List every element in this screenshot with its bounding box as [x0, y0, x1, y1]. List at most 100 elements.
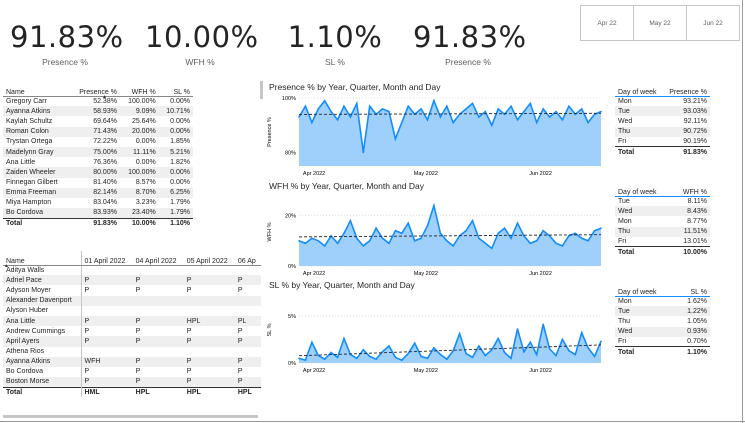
dow-row[interactable]: Thu 90.72%	[615, 126, 710, 137]
data-point[interactable]	[542, 323, 544, 326]
data-point[interactable]	[516, 328, 519, 330]
matrix-row[interactable]: Adriel Pace P P P P	[3, 275, 261, 286]
data-point[interactable]	[510, 237, 512, 240]
data-point[interactable]	[336, 356, 339, 359]
matrix-col-date-3[interactable]: 05 April 2022	[183, 251, 235, 266]
col-presence[interactable]: Presence %	[69, 82, 120, 97]
col-sl[interactable]: SL %	[158, 82, 193, 97]
dow-row[interactable]: Wed 8.43%	[615, 206, 710, 217]
data-point[interactable]	[555, 242, 557, 245]
data-point[interactable]	[580, 237, 583, 240]
data-point[interactable]	[336, 119, 339, 121]
data-point[interactable]	[388, 242, 390, 245]
data-point[interactable]	[413, 240, 416, 242]
dow-col-presence[interactable]: Presence %	[662, 82, 710, 97]
data-point[interactable]	[407, 105, 409, 107]
data-point[interactable]	[529, 102, 532, 105]
data-point[interactable]	[529, 242, 532, 245]
data-point[interactable]	[523, 350, 525, 353]
data-point[interactable]	[426, 224, 429, 227]
data-point[interactable]	[394, 138, 397, 140]
data-point[interactable]	[304, 105, 307, 107]
matrix-row[interactable]: Bo Cordova P P P P	[3, 366, 261, 378]
data-point[interactable]	[298, 357, 300, 360]
data-point[interactable]	[343, 337, 345, 340]
data-point[interactable]	[535, 240, 538, 242]
data-point[interactable]	[420, 237, 422, 240]
data-point[interactable]	[362, 151, 365, 154]
data-point[interactable]	[426, 119, 429, 121]
dow-row[interactable]: Wed 0.93%	[615, 326, 710, 337]
data-point[interactable]	[368, 240, 371, 242]
data-point[interactable]	[568, 349, 570, 352]
data-point[interactable]	[317, 354, 320, 357]
data-point[interactable]	[516, 222, 519, 224]
matrix-col-date-2[interactable]: 04 April 2022	[132, 251, 184, 266]
data-point[interactable]	[465, 108, 467, 110]
matrix-row[interactable]: Alyson Huber	[3, 305, 261, 316]
data-point[interactable]	[388, 110, 390, 113]
data-point[interactable]	[535, 121, 538, 124]
data-point[interactable]	[484, 354, 487, 357]
data-point[interactable]	[478, 237, 480, 240]
data-point[interactable]	[375, 227, 377, 229]
data-point[interactable]	[587, 347, 589, 349]
data-point[interactable]	[491, 349, 493, 351]
matrix-col-name[interactable]: Name	[3, 251, 81, 266]
data-point[interactable]	[336, 242, 339, 245]
table-row[interactable]: Miya Hampton 83.04% 3.23% 1.79%	[3, 198, 193, 208]
data-point[interactable]	[349, 219, 352, 222]
dow-col-day[interactable]: Day of week	[615, 282, 676, 297]
data-point[interactable]	[298, 240, 300, 242]
data-point[interactable]	[439, 353, 442, 356]
dow-row[interactable]: Fri 90.19%	[615, 137, 710, 147]
dow-row[interactable]: Fri 13.01%	[615, 237, 710, 247]
data-point[interactable]	[561, 119, 564, 121]
data-point[interactable]	[298, 116, 300, 118]
data-point[interactable]	[317, 108, 320, 110]
data-point[interactable]	[323, 99, 326, 102]
table-row[interactable]: Emma Freeman 82.14% 8.70% 6.25%	[3, 187, 193, 198]
data-point[interactable]	[503, 227, 506, 229]
data-point[interactable]	[407, 222, 409, 224]
data-point[interactable]	[542, 229, 544, 232]
data-point[interactable]	[381, 108, 384, 110]
col-name[interactable]: Name	[3, 82, 70, 97]
matrix-row[interactable]: Alexander Davenport	[3, 295, 261, 306]
data-point[interactable]	[484, 110, 487, 113]
data-point[interactable]	[471, 102, 474, 105]
matrix-scrollbar[interactable]	[3, 415, 258, 418]
data-point[interactable]	[497, 232, 499, 235]
data-point[interactable]	[401, 232, 403, 235]
data-point[interactable]	[574, 353, 577, 356]
data-point[interactable]	[368, 355, 371, 358]
data-point[interactable]	[433, 347, 435, 349]
data-point[interactable]	[362, 245, 365, 247]
data-point[interactable]	[381, 350, 384, 353]
dow-col-day[interactable]: Day of week	[615, 182, 672, 197]
dow-row[interactable]: Wed 92.11%	[615, 116, 710, 126]
data-point[interactable]	[465, 229, 467, 232]
data-point[interactable]	[497, 108, 499, 110]
table-row[interactable]: Zaiden Wheeler 80.00% 100.00% 0.00%	[3, 167, 193, 178]
data-point[interactable]	[548, 348, 551, 350]
data-point[interactable]	[587, 240, 589, 242]
data-point[interactable]	[304, 359, 307, 361]
data-point[interactable]	[368, 105, 371, 107]
data-point[interactable]	[446, 358, 448, 360]
dow-row[interactable]: Mon 93.21%	[615, 96, 710, 106]
data-point[interactable]	[542, 108, 544, 110]
data-point[interactable]	[529, 341, 532, 344]
data-point[interactable]	[491, 247, 493, 250]
dow-row[interactable]: Thu 1.05%	[615, 316, 710, 326]
data-point[interactable]	[555, 354, 557, 357]
data-point[interactable]	[330, 110, 332, 113]
data-point[interactable]	[356, 357, 358, 360]
data-point[interactable]	[574, 113, 577, 116]
data-point[interactable]	[478, 345, 480, 347]
slicer-jun[interactable]: Jun 22	[687, 6, 739, 40]
matrix-row[interactable]: Adyson Moyer P P P P	[3, 285, 261, 296]
data-point[interactable]	[446, 240, 448, 242]
matrix-row[interactable]: Aditya Walls	[3, 265, 261, 276]
data-point[interactable]	[401, 121, 403, 124]
